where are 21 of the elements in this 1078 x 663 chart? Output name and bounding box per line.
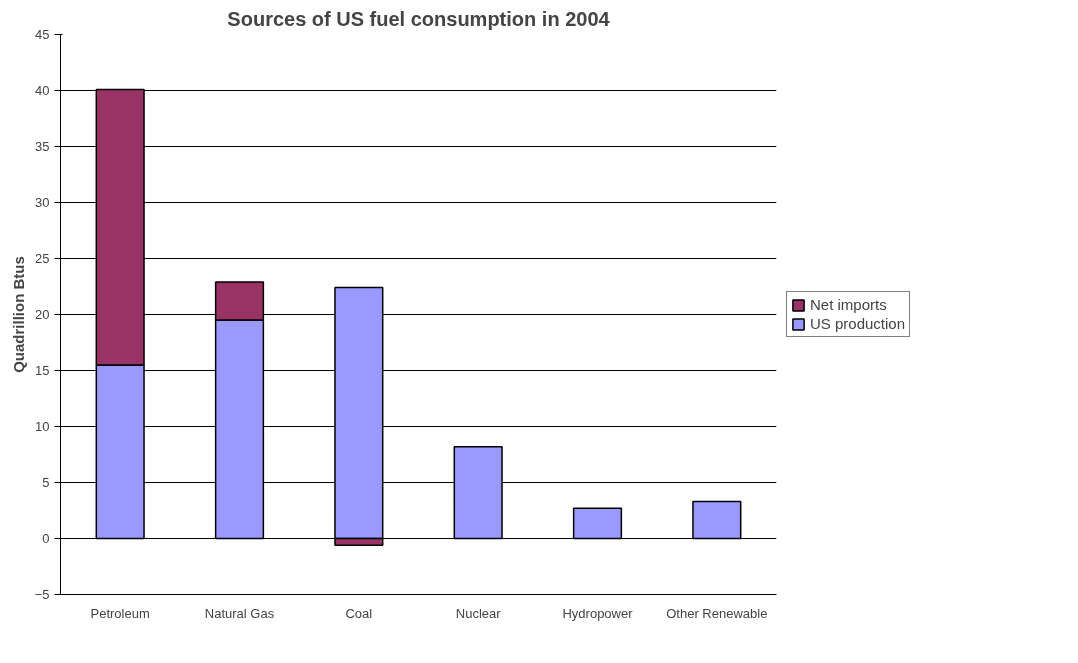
y-axis-title: Quadrillion Btus <box>9 256 27 373</box>
y-tick-label: 45 <box>35 27 50 42</box>
x-tick-label: Hydropower <box>562 605 634 621</box>
x-tick-label: Natural Gas <box>204 605 275 621</box>
x-tick-label: Coal <box>345 605 373 621</box>
chart-title: Sources of US fuel consumption in 2004 <box>227 7 611 30</box>
y-tick-label: 35 <box>35 139 50 154</box>
y-tick-label: 25 <box>35 251 50 266</box>
y-tick-label: 5 <box>42 475 50 490</box>
legend-label: US production <box>810 315 906 332</box>
y-tick-label: 0 <box>42 531 50 546</box>
legend-label: Net imports <box>810 296 887 313</box>
y-tick-label: −5 <box>34 587 50 602</box>
x-tick-label: Petroleum <box>90 605 150 621</box>
y-tick-label: 10 <box>35 419 50 434</box>
x-tick-label: Other Renewable <box>666 605 768 621</box>
x-tick-label: Nuclear <box>455 605 502 621</box>
y-tick-label: 15 <box>35 363 50 378</box>
y-tick-label: 30 <box>35 195 50 210</box>
y-tick-label: 40 <box>35 83 50 98</box>
y-tick-label: 20 <box>35 307 50 322</box>
